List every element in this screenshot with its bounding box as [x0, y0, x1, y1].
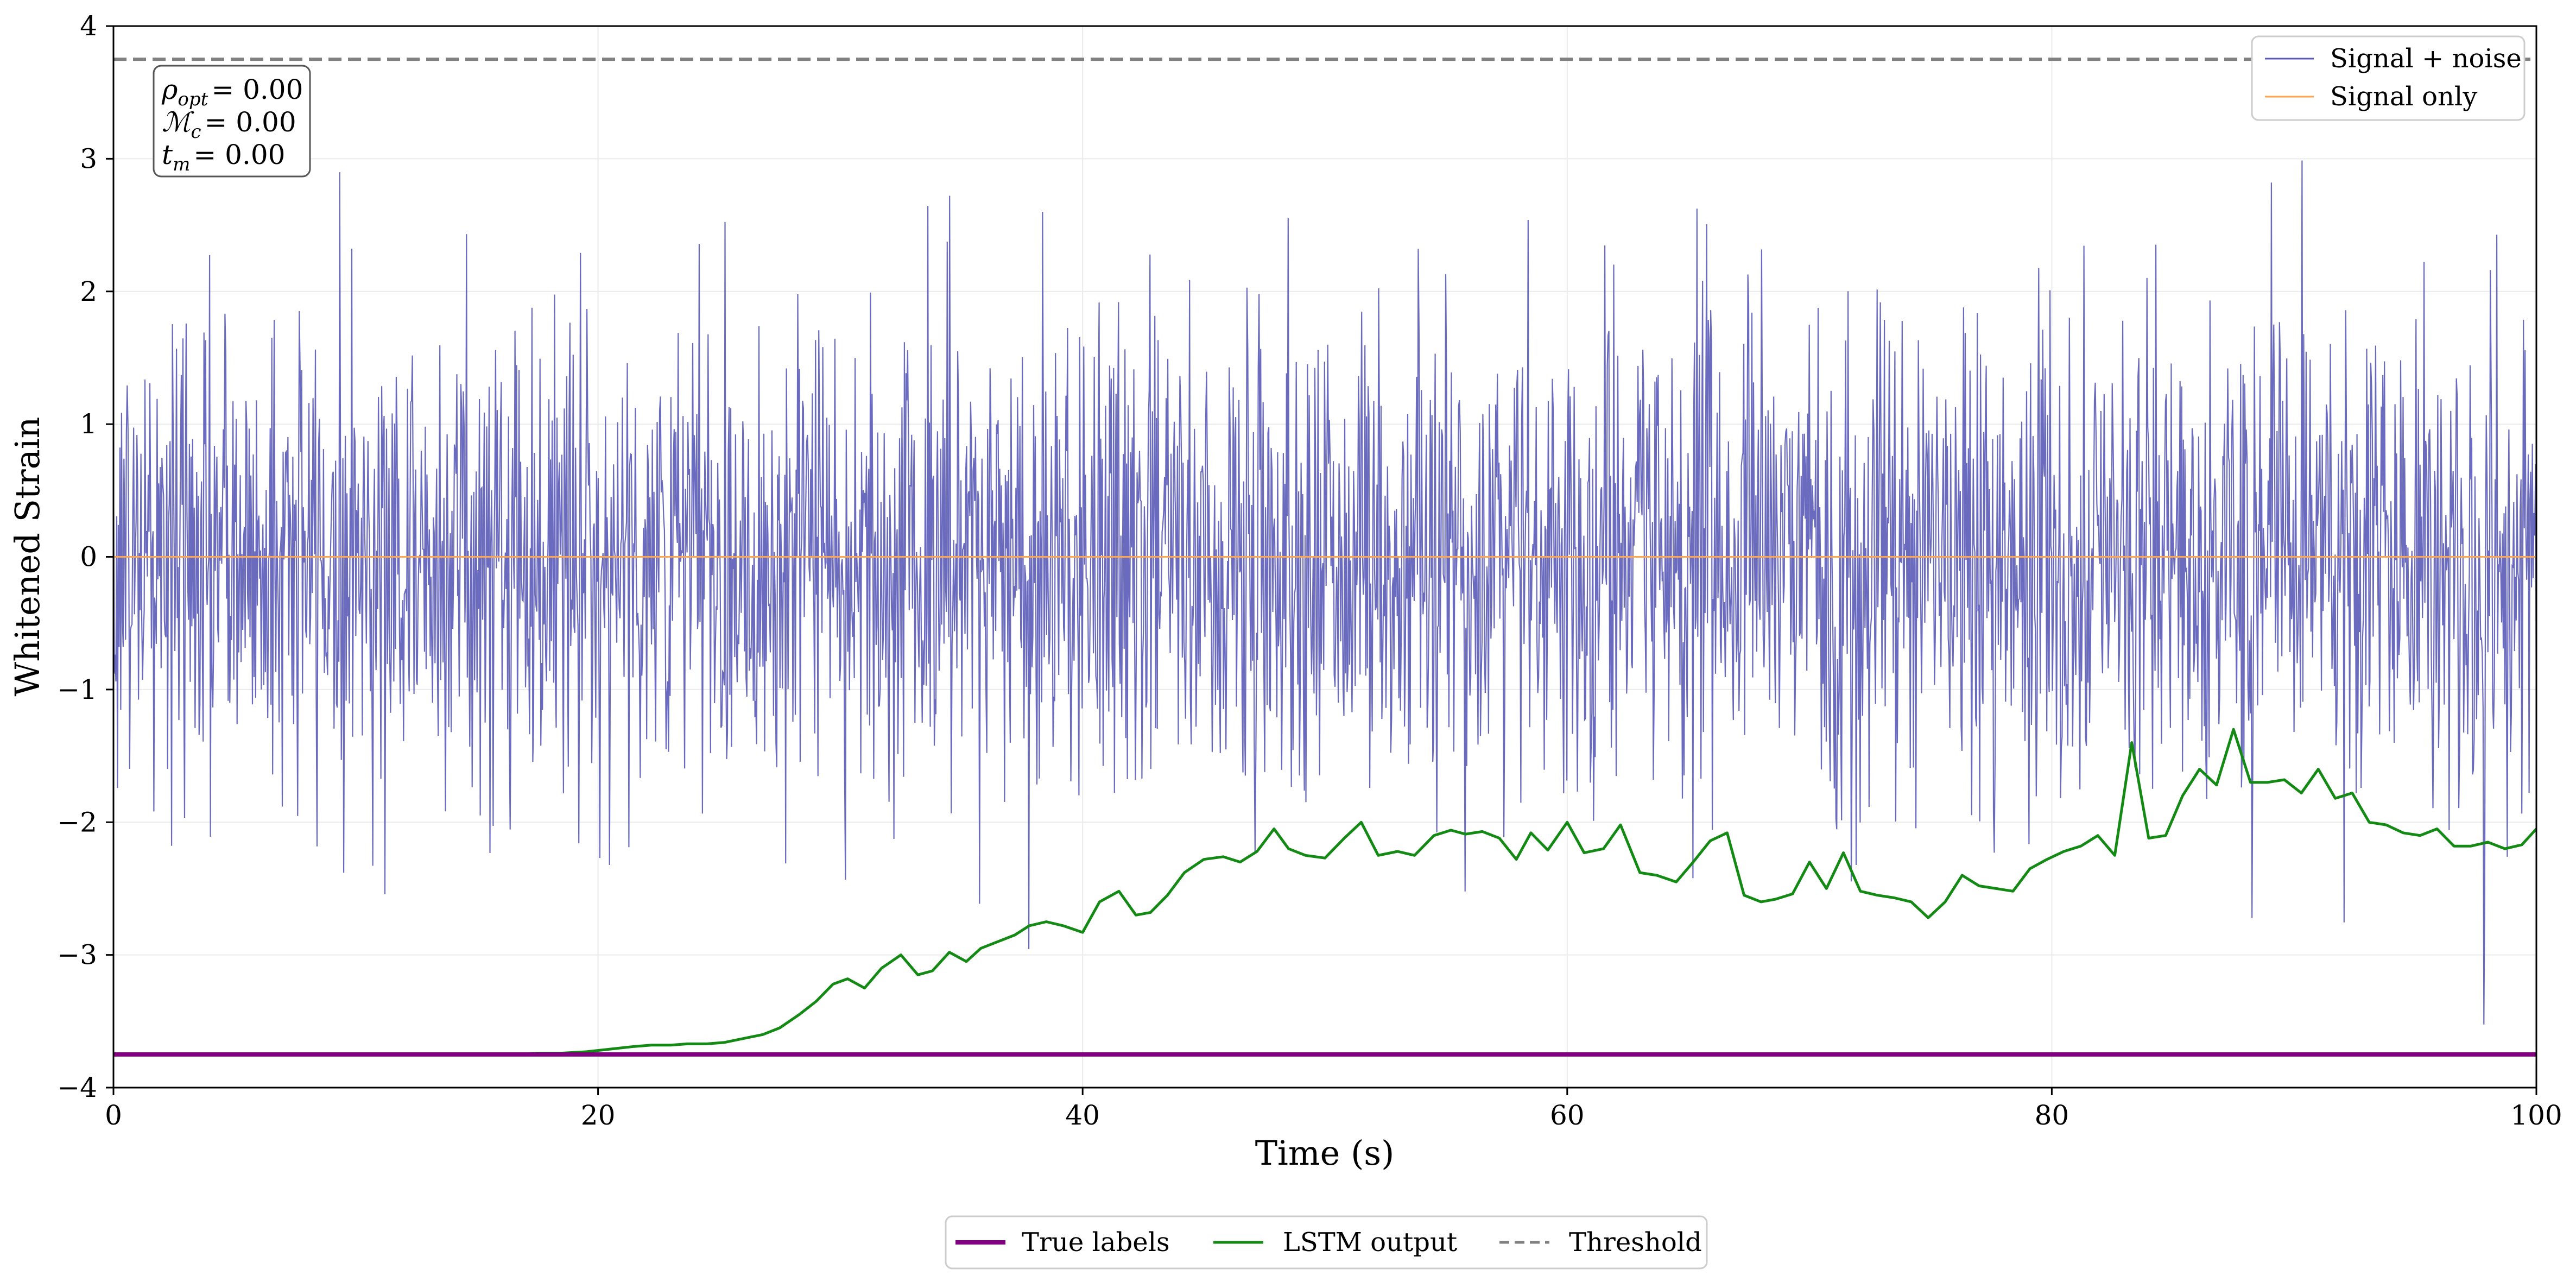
parameter-info-box: ρopt = 0.00 ℳc = 0.00 tm = 0.00	[153, 65, 311, 178]
x-axis-ticks: 0 20 40 60 80 100	[105, 1088, 2562, 1131]
x-tick-label: 100	[2510, 1100, 2562, 1131]
signal-noise-line	[112, 160, 2537, 1025]
legend-lstm-output-label: LSTM output	[1283, 1227, 1457, 1258]
x-tick-label: 40	[1065, 1100, 1100, 1131]
legend-bottom-frame	[945, 1215, 1708, 1270]
y-tick-label: 4	[80, 10, 97, 42]
info-rho-opt: ρopt = 0.00	[161, 74, 303, 110]
y-tick-label: 0	[80, 541, 97, 573]
legend-top-frame	[2251, 35, 2526, 121]
y-axis-title: Whitened Strain	[8, 417, 47, 697]
signal-noise-series	[112, 160, 2537, 1025]
y-tick-label: −3	[57, 939, 97, 971]
x-tick-label: 0	[105, 1100, 122, 1131]
x-tick-label: 60	[1550, 1100, 1585, 1131]
lstm-output-line	[113, 728, 2537, 1056]
legend-threshold-label: Threshold	[1569, 1227, 1702, 1258]
x-tick-label: 20	[581, 1100, 616, 1131]
legend-true-labels-label: True labels	[1022, 1227, 1170, 1258]
x-tick-label: 80	[2035, 1100, 2069, 1131]
legend-signal-only-label: Signal only	[2330, 81, 2477, 112]
y-tick-label: 3	[80, 143, 97, 174]
info-box-frame	[153, 65, 311, 178]
plot-area	[112, 25, 2537, 1089]
x-axis-title: Time (s)	[1255, 1133, 1395, 1173]
y-tick-label: −1	[57, 674, 97, 705]
y-tick-label: 2	[80, 276, 97, 307]
y-tick-label: −2	[57, 806, 97, 838]
y-axis-ticks: −4 −3 −2 −1 0 1 2 3 4	[57, 10, 113, 1103]
y-tick-label: −4	[57, 1072, 97, 1103]
info-chirp-mass: ℳc = 0.00	[162, 106, 296, 143]
y-tick-label: 1	[80, 408, 97, 440]
info-merger-time: tm = 0.00	[162, 139, 285, 175]
legend-bottom-center: True labels LSTM output Threshold	[945, 1215, 1708, 1270]
legend-signal-noise-label: Signal + noise	[2330, 43, 2522, 74]
legend-top-right: Signal + noise Signal only	[2251, 35, 2526, 121]
